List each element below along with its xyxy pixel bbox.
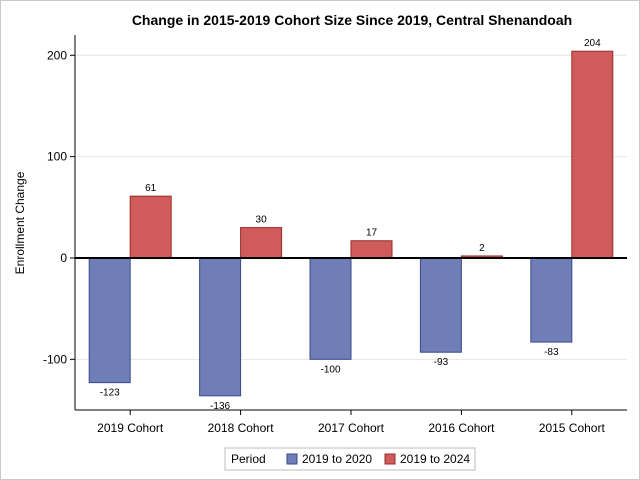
y-tick-label: 100 <box>47 150 67 164</box>
data-label: -123 <box>100 388 120 399</box>
y-tick-label: 200 <box>47 48 67 62</box>
data-label: 2 <box>479 243 485 254</box>
x-tick-label: 2015 Cohort <box>539 421 606 435</box>
y-tick-label: -100 <box>43 352 67 366</box>
legend-swatch <box>286 453 298 465</box>
data-label: -93 <box>434 357 449 368</box>
bar <box>88 257 131 384</box>
data-labels: -123 61 -136 30 -100 17 -93 2 -83 204 <box>100 38 601 412</box>
bars <box>88 50 614 397</box>
y-axis-label: Enrollment Change <box>13 171 27 274</box>
bar <box>419 257 462 353</box>
legend-swatch <box>384 453 396 465</box>
data-label: -83 <box>544 347 559 358</box>
data-label: 30 <box>256 215 268 226</box>
chart-title: Change in 2015-2019 Cohort Size Since 20… <box>132 12 572 28</box>
legend-entry: 2019 to 2024 <box>400 452 470 466</box>
bar <box>309 257 352 360</box>
x-tick-label: 2016 Cohort <box>428 421 495 435</box>
data-label: 61 <box>145 183 157 194</box>
y-tick-label: 0 <box>60 251 67 265</box>
bar <box>129 195 172 259</box>
bar <box>571 50 614 259</box>
bar <box>240 227 283 259</box>
legend: Period 2019 to 2020 2019 to 2024 <box>224 447 476 471</box>
bar <box>350 240 393 259</box>
x-tick-label: 2018 Cohort <box>208 421 275 435</box>
x-tick-label: 2017 Cohort <box>318 421 385 435</box>
data-label: 204 <box>584 38 601 49</box>
data-label: -136 <box>210 401 230 412</box>
legend-title: Period <box>231 452 266 466</box>
x-tick-label: 2019 Cohort <box>97 421 164 435</box>
data-label: -100 <box>320 364 340 375</box>
data-label: 17 <box>366 228 378 239</box>
bar <box>199 257 242 397</box>
legend-entry: 2019 to 2020 <box>302 452 372 466</box>
axes: 2019 Cohort 2018 Cohort 2017 Cohort 2016 Co… <box>43 35 627 435</box>
bar <box>530 257 573 343</box>
